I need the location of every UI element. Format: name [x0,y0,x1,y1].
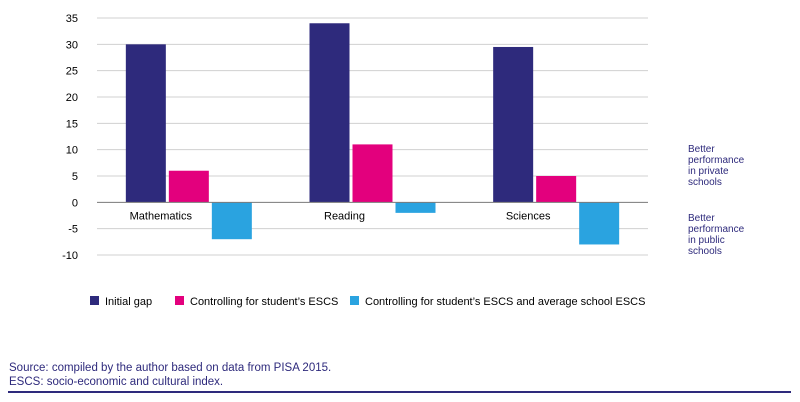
bar-sciences-series-2 [536,176,577,203]
annotation-positive-line: Better [688,144,715,155]
bar-reading-series-2 [352,144,393,203]
y-tick-label: -10 [62,250,78,262]
category-label: Reading [324,210,365,222]
source-note: Source: compiled by the author based on … [9,362,332,374]
y-tick-label: 25 [66,66,78,78]
y-tick-label: 35 [66,13,78,25]
category-label: Sciences [506,210,551,222]
annotation-negative-line: schools [688,246,722,257]
bar-mathematics-series-3 [211,202,252,240]
annotation-negative-line: in public [688,235,725,246]
legend-swatch-student-escs [175,296,184,305]
bars [125,23,620,245]
annotation-negative-line: Better [688,213,715,224]
bar-mathematics-series-1 [125,44,166,203]
category-label: Mathematics [130,210,193,222]
bar-mathematics-series-2 [168,170,209,203]
y-axis-ticks: -10 -5 0 5 10 15 20 25 30 35 [62,13,78,262]
annotation-positive-line: in private [688,166,729,177]
bar-sciences-series-1 [493,46,534,203]
legend-label-student-escs: Controlling for student’s ESCS [190,296,338,308]
y-tick-label: 10 [66,145,78,157]
bar-reading-series-1 [309,23,350,203]
y-tick-label: 5 [72,171,78,183]
y-tick-label: 15 [66,118,78,130]
legend-swatch-school-escs [350,296,359,305]
y-tick-label: -5 [68,224,78,236]
annotation-negative-line: performance [688,224,745,235]
footer-rule [8,391,791,393]
annotation-positive: Better performance in private schools [688,144,747,188]
annotations: Better performance in private schools Be… [688,144,747,257]
escs-definition-note: ESCS: socio-economic and cultural index. [9,376,224,388]
category-labels: Mathematics Reading Sciences [130,210,551,222]
legend-label-initial-gap: Initial gap [105,296,152,308]
y-tick-label: 20 [66,92,78,104]
legend: Initial gap Controlling for student’s ES… [90,296,645,308]
y-tick-label: 0 [72,197,78,209]
legend-swatch-initial-gap [90,296,99,305]
annotation-negative: Better performance in public schools [688,213,747,257]
bar-sciences-series-3 [579,202,620,245]
legend-label-school-escs: Controlling for student’s ESCS and avera… [365,296,645,308]
bar-chart: -10 -5 0 5 10 15 20 25 30 35 Mathematics Reading Sc… [62,13,747,308]
y-tick-label: 30 [66,39,78,51]
annotation-positive-line: performance [688,155,745,166]
bar-reading-series-3 [395,202,436,213]
annotation-positive-line: schools [688,177,722,188]
